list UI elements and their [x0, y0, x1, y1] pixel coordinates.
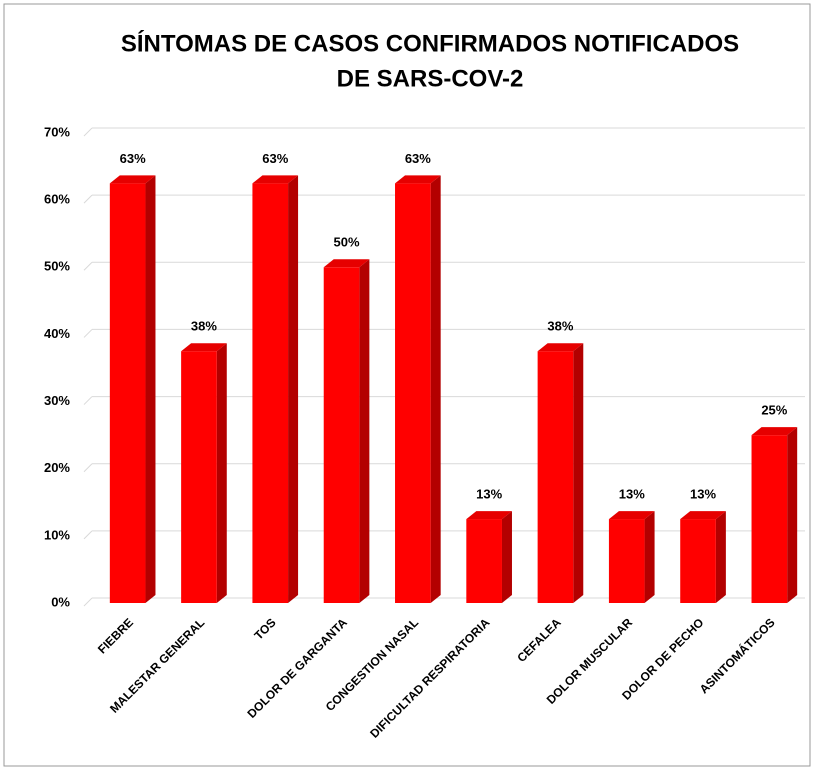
bar-top [680, 511, 726, 520]
data-label: 13% [690, 487, 716, 502]
y-tick-label: 60% [44, 192, 70, 207]
data-label: 63% [120, 151, 146, 166]
grid-line [83, 597, 93, 607]
bar-side [501, 511, 512, 603]
bar [181, 343, 227, 603]
y-tick-label: 50% [44, 259, 70, 274]
bar [680, 511, 726, 603]
bar-front [537, 351, 574, 603]
bar-side [288, 175, 299, 603]
bar-front [181, 351, 217, 603]
bar [109, 175, 156, 603]
bar [252, 175, 299, 603]
grid-line [83, 530, 93, 540]
bar [466, 511, 512, 603]
bar-side [359, 259, 370, 603]
bar-top [466, 511, 512, 520]
bar-top [252, 175, 299, 184]
bar-top [395, 175, 441, 184]
chart-title: DE SARS-COV-2 [337, 65, 524, 92]
data-label: 13% [619, 487, 645, 502]
bar-top [181, 343, 227, 352]
bar-front [680, 519, 716, 603]
data-label: 63% [262, 151, 288, 166]
grid-line [83, 127, 93, 137]
bar-top [537, 343, 584, 352]
grid-line [83, 463, 93, 473]
bar-side [787, 427, 798, 603]
bar-front [751, 435, 788, 603]
bar-top [608, 511, 655, 520]
chart-title: SÍNTOMAS DE CASOS CONFIRMADOS NOTIFICADO… [121, 29, 739, 57]
y-tick-label: 10% [44, 527, 70, 542]
y-tick-label: 20% [44, 460, 70, 475]
bar [608, 511, 655, 603]
bar [751, 427, 798, 603]
data-label: 38% [547, 319, 573, 334]
bar-side [644, 511, 655, 603]
bar-front [252, 183, 289, 603]
bar-side [573, 343, 584, 603]
y-tick-label: 40% [44, 326, 70, 341]
data-label: 50% [334, 235, 360, 250]
data-label: 13% [476, 487, 502, 502]
y-tick-label: 0% [51, 594, 70, 609]
bar-top [323, 259, 370, 268]
bar-side [715, 511, 726, 603]
bar-side [145, 175, 156, 603]
grid-line [83, 329, 93, 338]
bar [323, 259, 370, 603]
bar-side [430, 175, 441, 603]
y-tick-label: 70% [44, 124, 70, 139]
bar-front [323, 267, 360, 603]
bar-side [216, 343, 227, 603]
data-label: 38% [191, 319, 217, 334]
bar [537, 343, 584, 603]
grid-line [83, 261, 93, 271]
grid-line [83, 396, 93, 405]
data-label: 25% [761, 403, 787, 418]
grid-line [83, 194, 93, 204]
bar-front [608, 519, 645, 603]
bar [395, 175, 441, 603]
bar-front [466, 519, 502, 603]
data-label: 63% [405, 151, 431, 166]
bar-top [751, 427, 798, 436]
bar-top [109, 175, 156, 184]
bar-front [109, 183, 146, 603]
bar-front [395, 183, 431, 603]
y-tick-label: 30% [44, 393, 70, 408]
